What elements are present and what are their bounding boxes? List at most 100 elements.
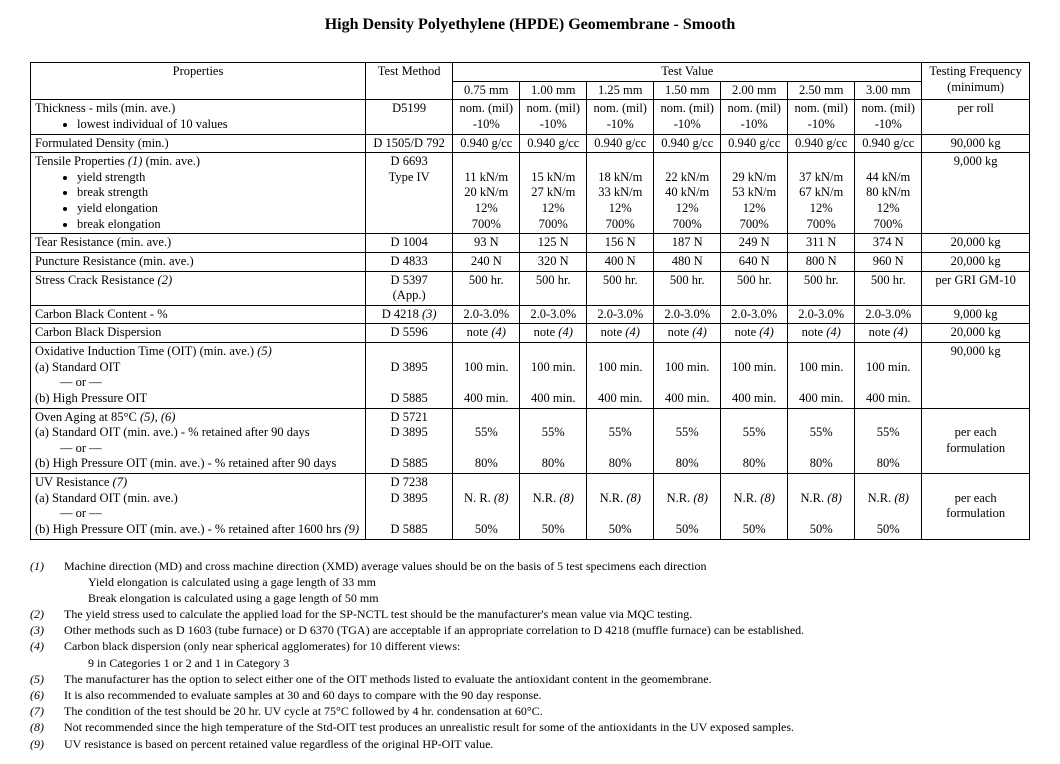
footnote-tag: (8): [30, 719, 64, 735]
footnote-tag: (3): [30, 622, 64, 638]
footnote-body: UV resistance is based on percent retain…: [64, 736, 1030, 752]
page-title: High Density Polyethylene (HPDE) Geomemb…: [20, 16, 1040, 34]
cell-value: nom. (mil) -10%: [855, 100, 922, 134]
th-col: 2.00 mm: [721, 81, 788, 100]
footnote-body: Carbon black dispersion (only near spher…: [64, 638, 1030, 654]
cell-value: N.R. (8)50%: [788, 474, 855, 540]
cell-frequency: per each formulation: [922, 474, 1030, 540]
cell-value: 187 N: [654, 234, 721, 253]
cell-value: nom. (mil) -10%: [721, 100, 788, 134]
footnote-tag: (9): [30, 736, 64, 752]
cell-value: nom. (mil) -10%: [654, 100, 721, 134]
th-properties: Properties: [31, 63, 366, 100]
cell-method: D 1004: [365, 234, 452, 253]
cell-value: 640 N: [721, 252, 788, 271]
cell-value: 2.0-3.0%: [788, 305, 855, 324]
cell-value: 29 kN/m53 kN/m12%700%: [721, 153, 788, 234]
cell-value: note (4): [654, 324, 721, 343]
table-row: Formulated Density (min.)D 1505/D 7920.9…: [31, 134, 1030, 153]
cell-property: UV Resistance (7)(a) Standard OIT (min. …: [31, 474, 366, 540]
cell-value: 2.0-3.0%: [654, 305, 721, 324]
cell-value: 0.940 g/cc: [855, 134, 922, 153]
table-row: Puncture Resistance (min. ave.)D 4833240…: [31, 252, 1030, 271]
cell-value: 156 N: [587, 234, 654, 253]
th-testvalue: Test Value: [453, 63, 922, 82]
cell-value: N. R. (8)50%: [453, 474, 520, 540]
cell-value: 2.0-3.0%: [721, 305, 788, 324]
th-col: 2.50 mm: [788, 81, 855, 100]
cell-value: 100 min.400 min.: [654, 343, 721, 409]
cell-value: 311 N: [788, 234, 855, 253]
cell-value: 800 N: [788, 252, 855, 271]
footnote-row: (5)The manufacturer has the option to se…: [30, 671, 1030, 687]
cell-method: D 3895D 5885: [365, 343, 452, 409]
cell-value: 500 hr.: [654, 271, 721, 305]
footnote-row: (4) Carbon black dispersion (only near s…: [30, 638, 1030, 654]
cell-value: 960 N: [855, 252, 922, 271]
cell-value: 500 hr.: [788, 271, 855, 305]
cell-value: 374 N: [855, 234, 922, 253]
cell-method: D 4218 (3): [365, 305, 452, 324]
cell-method: D 5397(App.): [365, 271, 452, 305]
table-body: Thickness - mils (min. ave.)lowest indiv…: [31, 100, 1030, 539]
cell-value: 0.940 g/cc: [788, 134, 855, 153]
footnote-row: (6)It is also recommended to evaluate sa…: [30, 687, 1030, 703]
footnote-row: (3)Other methods such as D 1603 (tube fu…: [30, 622, 1030, 638]
cell-value: N.R. (8)50%: [587, 474, 654, 540]
table-row: Stress Crack Resistance (2)D 5397(App.)5…: [31, 271, 1030, 305]
footnote-row: (2)The yield stress used to calculate th…: [30, 606, 1030, 622]
cell-value: 0.940 g/cc: [721, 134, 788, 153]
cell-value: note (4): [520, 324, 587, 343]
cell-method: D 5721D 3895D 5885: [365, 408, 452, 474]
cell-value: N.R. (8)50%: [654, 474, 721, 540]
cell-frequency: 20,000 kg: [922, 324, 1030, 343]
footnote-body: Not recommended since the high temperatu…: [64, 719, 1030, 735]
cell-value: 500 hr.: [721, 271, 788, 305]
spec-table: Properties Test Method Test Value Testin…: [30, 62, 1030, 540]
cell-value: 0.940 g/cc: [654, 134, 721, 153]
cell-property: Carbon Black Content - %: [31, 305, 366, 324]
footnote-row: (8)Not recommended since the high temper…: [30, 719, 1030, 735]
cell-frequency: 20,000 kg: [922, 234, 1030, 253]
cell-method: D 7238D 3895D 5885: [365, 474, 452, 540]
cell-value: 55%80%: [453, 408, 520, 474]
cell-property: Tensile Properties (1) (min. ave.)yield …: [31, 153, 366, 234]
cell-value: N.R. (8)50%: [520, 474, 587, 540]
cell-value: note (4): [587, 324, 654, 343]
footnote-tag: (1): [30, 558, 64, 574]
footnote-body: The condition of the test should be 20 h…: [64, 703, 1030, 719]
cell-frequency: per GRI GM-10: [922, 271, 1030, 305]
cell-method: D 6693Type IV: [365, 153, 452, 234]
footnote-tag: (4): [30, 638, 64, 654]
cell-value: 0.940 g/cc: [587, 134, 654, 153]
table-row: Carbon Black DispersionD 5596note (4)not…: [31, 324, 1030, 343]
th-col: 1.25 mm: [587, 81, 654, 100]
cell-property: Formulated Density (min.): [31, 134, 366, 153]
footnote-row: Yield elongation is calculated using a g…: [30, 574, 1030, 590]
cell-value: note (4): [788, 324, 855, 343]
table-row: Tensile Properties (1) (min. ave.)yield …: [31, 153, 1030, 234]
cell-value: 2.0-3.0%: [520, 305, 587, 324]
cell-value: 100 min.400 min.: [520, 343, 587, 409]
footnote-body: Machine direction (MD) and cross machine…: [64, 558, 1030, 574]
footnote-body: The manufacturer has the option to selec…: [64, 671, 1030, 687]
cell-value: 2.0-3.0%: [855, 305, 922, 324]
footnote-body: The yield stress used to calculate the a…: [64, 606, 1030, 622]
cell-property: Oxidative Induction Time (OIT) (min. ave…: [31, 343, 366, 409]
cell-frequency: 90,000 kg: [922, 343, 1030, 409]
cell-value: 500 hr.: [587, 271, 654, 305]
cell-value: 500 hr.: [520, 271, 587, 305]
cell-value: 100 min.400 min.: [453, 343, 520, 409]
cell-value: 44 kN/m80 kN/m12%700%: [855, 153, 922, 234]
table-row: Thickness - mils (min. ave.)lowest indiv…: [31, 100, 1030, 134]
cell-value: 100 min.400 min.: [721, 343, 788, 409]
cell-value: 100 min.400 min.: [788, 343, 855, 409]
table-row: Oven Aging at 85°C (5), (6)(a) Standard …: [31, 408, 1030, 474]
footnote-body: It is also recommended to evaluate sampl…: [64, 687, 1030, 703]
cell-property: Thickness - mils (min. ave.)lowest indiv…: [31, 100, 366, 134]
th-col: 1.50 mm: [654, 81, 721, 100]
cell-value: 125 N: [520, 234, 587, 253]
th-col: 1.00 mm: [520, 81, 587, 100]
footnote-row: Break elongation is calculated using a g…: [30, 590, 1030, 606]
cell-value: 400 N: [587, 252, 654, 271]
